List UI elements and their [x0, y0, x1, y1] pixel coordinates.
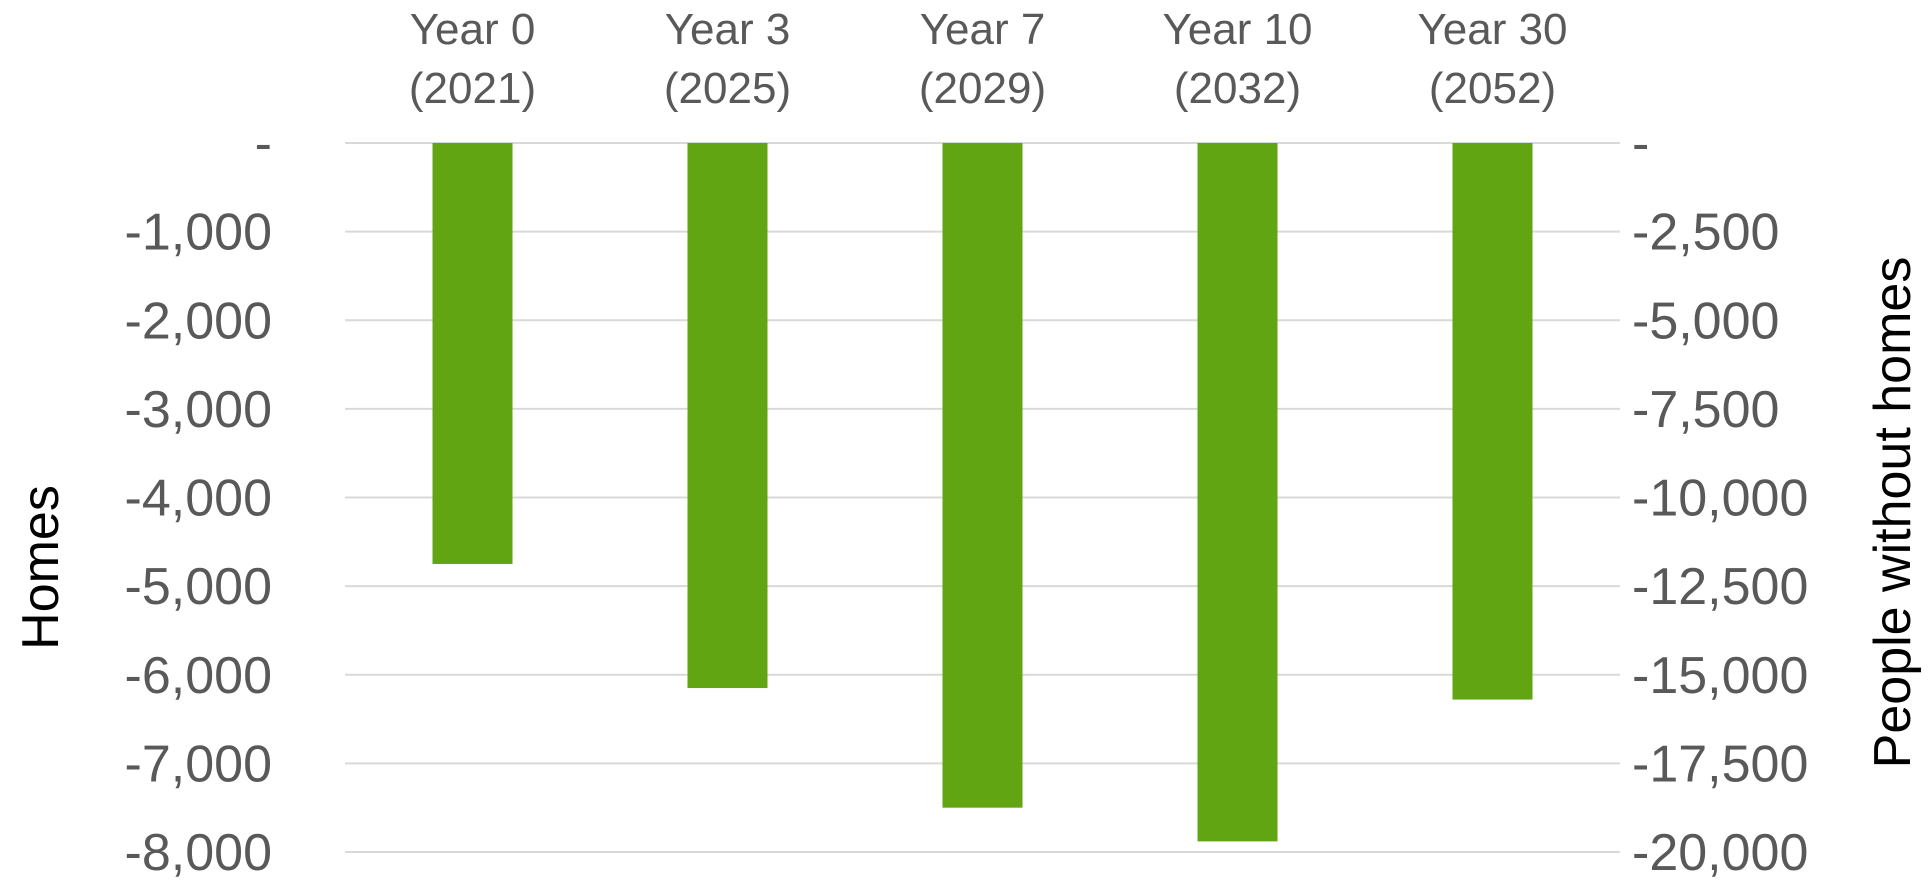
y2-tick-label-2: -5,000 [1632, 292, 1779, 350]
bar-2 [942, 143, 1023, 808]
category-label-2-0: Year 7 [920, 5, 1046, 54]
left-axis-title: Homes [12, 485, 70, 650]
bar-3 [1197, 143, 1278, 842]
y2-tick-label-4: -10,000 [1632, 470, 1808, 528]
category-label-4-1: (2052) [1429, 64, 1556, 113]
right-axis-title: People without homes [1864, 257, 1922, 769]
category-label-3-1: (2032) [1174, 64, 1301, 113]
y-tick-label-0: - [255, 115, 272, 173]
bar-4 [1452, 143, 1533, 700]
y-tick-label-1: -1,000 [125, 204, 272, 262]
category-label-0-0: Year 0 [410, 5, 536, 54]
category-axis: Year 0 (2021) Year 3 (2025) Year 7 (2029) Year… [409, 5, 1568, 113]
y-tick-label-7: -7,000 [125, 735, 272, 793]
category-label-2-1: (2029) [919, 64, 1046, 113]
bar-1 [687, 143, 768, 689]
y-tick-label-6: -6,000 [125, 647, 272, 705]
category-label-4-0: Year 30 [1417, 5, 1567, 54]
y2-tick-label-6: -15,000 [1632, 647, 1808, 705]
category-label-0-1: (2021) [409, 64, 536, 113]
y2-tick-label-8: -20,000 [1632, 824, 1808, 881]
bar-0 [432, 143, 513, 564]
y2-tick-label-7: -17,500 [1632, 735, 1808, 793]
y2-tick-label-0: - [1632, 115, 1649, 173]
y-tick-label-4: -4,000 [125, 470, 272, 528]
y-tick-label-8: -8,000 [125, 824, 272, 881]
y-tick-label-3: -3,000 [125, 381, 272, 439]
category-label-3-0: Year 10 [1162, 5, 1312, 54]
y-tick-label-5: -5,000 [125, 558, 272, 616]
y2-tick-label-1: -2,500 [1632, 204, 1779, 262]
y-tick-label-2: -2,000 [125, 292, 272, 350]
category-label-1-0: Year 3 [665, 5, 791, 54]
y2-tick-label-5: -12,500 [1632, 558, 1808, 616]
y2-tick-label-3: -7,500 [1632, 381, 1779, 439]
bar-series [432, 143, 1533, 842]
category-label-1-1: (2025) [664, 64, 791, 113]
left-y-axis: - -1,000 -2,000 -3,000 -4,000 -5,000 -6,000 -7,… [125, 115, 272, 881]
right-y-axis: - -2,500 -5,000 -7,500 -10,000 -12,500 -15,000… [1632, 115, 1808, 881]
